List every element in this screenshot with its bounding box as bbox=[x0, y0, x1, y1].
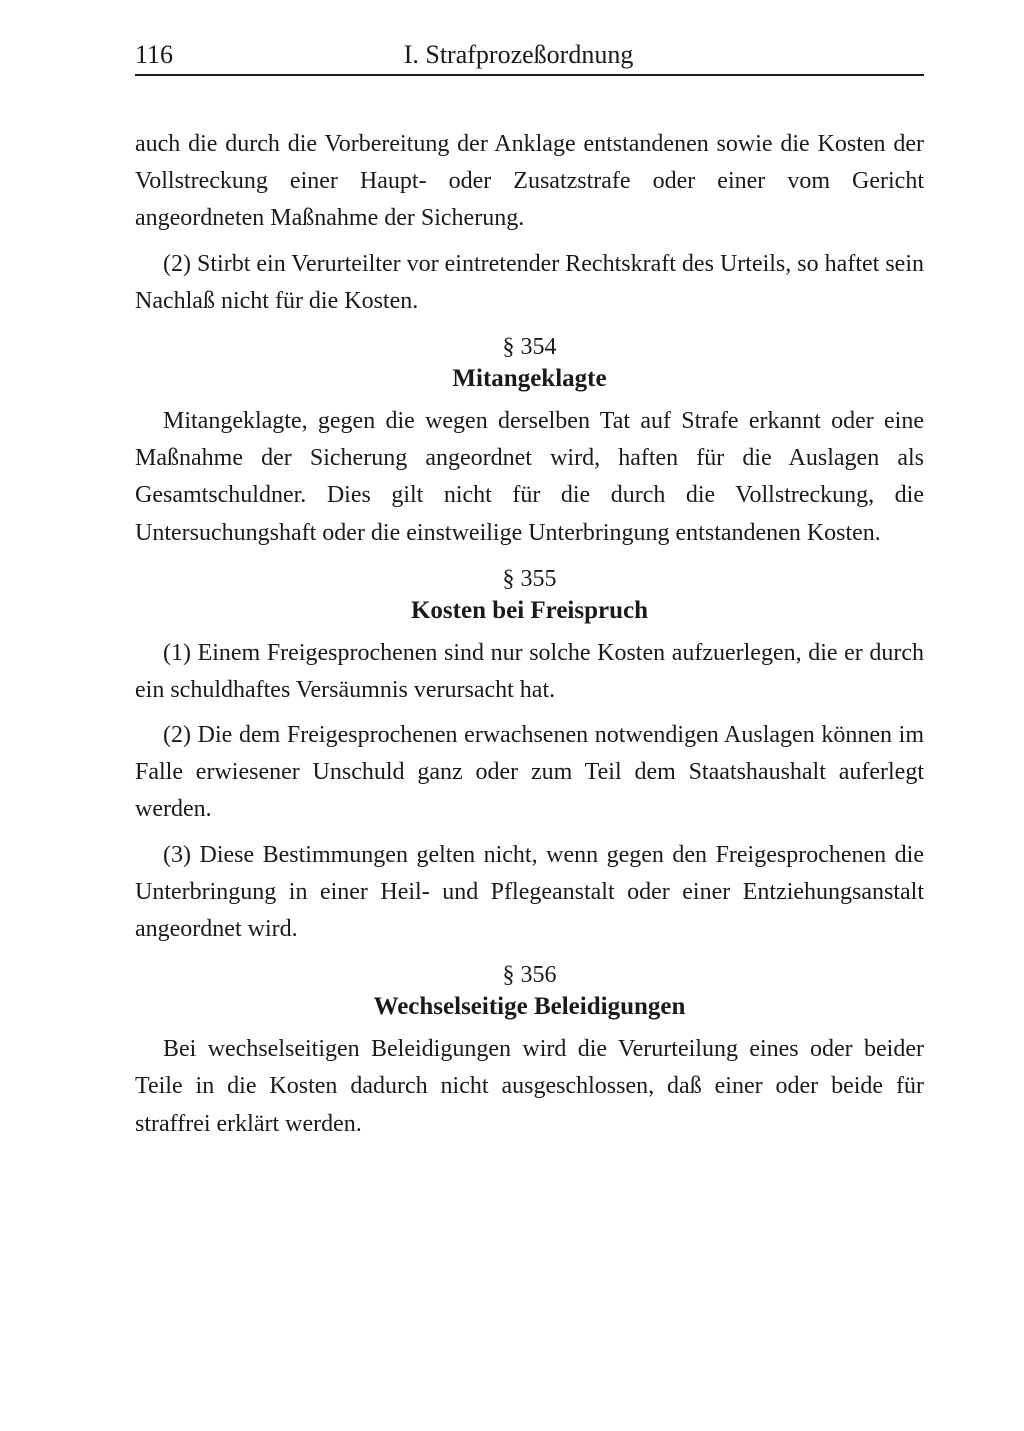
section-355-title: Kosten bei Freispruch bbox=[135, 597, 924, 625]
section-355-p1: (1) Einem Freigesprochenen sind nur solc… bbox=[135, 635, 924, 709]
header-title: I. Strafprozeßordnung bbox=[173, 40, 924, 70]
section-355-number: § 355 bbox=[135, 566, 924, 593]
section-356-number: § 356 bbox=[135, 962, 924, 989]
document-page: 116 I. Strafprozeßordnung auch die durch… bbox=[0, 0, 1024, 1211]
page-header: 116 I. Strafprozeßordnung bbox=[135, 40, 924, 76]
page-number: 116 bbox=[135, 40, 173, 70]
section-354-number: § 354 bbox=[135, 334, 924, 361]
section-354-text: Mitangeklagte, gegen die wegen derselben… bbox=[135, 403, 924, 552]
section-355-p2: (2) Die dem Freigesprochenen erwachsenen… bbox=[135, 717, 924, 829]
section-355-p3: (3) Diese Bestimmungen gelten nicht, wen… bbox=[135, 837, 924, 949]
intro-paragraph-2: (2) Stirbt ein Verurteilter vor eintrete… bbox=[135, 246, 924, 320]
section-356-text: Bei wechselseitigen Beleidigungen wird d… bbox=[135, 1031, 924, 1143]
section-354-title: Mitangeklagte bbox=[135, 365, 924, 393]
intro-paragraph-1: auch die durch die Vorbereitung der Ankl… bbox=[135, 126, 924, 238]
section-356-title: Wechselseitige Beleidigungen bbox=[135, 993, 924, 1021]
